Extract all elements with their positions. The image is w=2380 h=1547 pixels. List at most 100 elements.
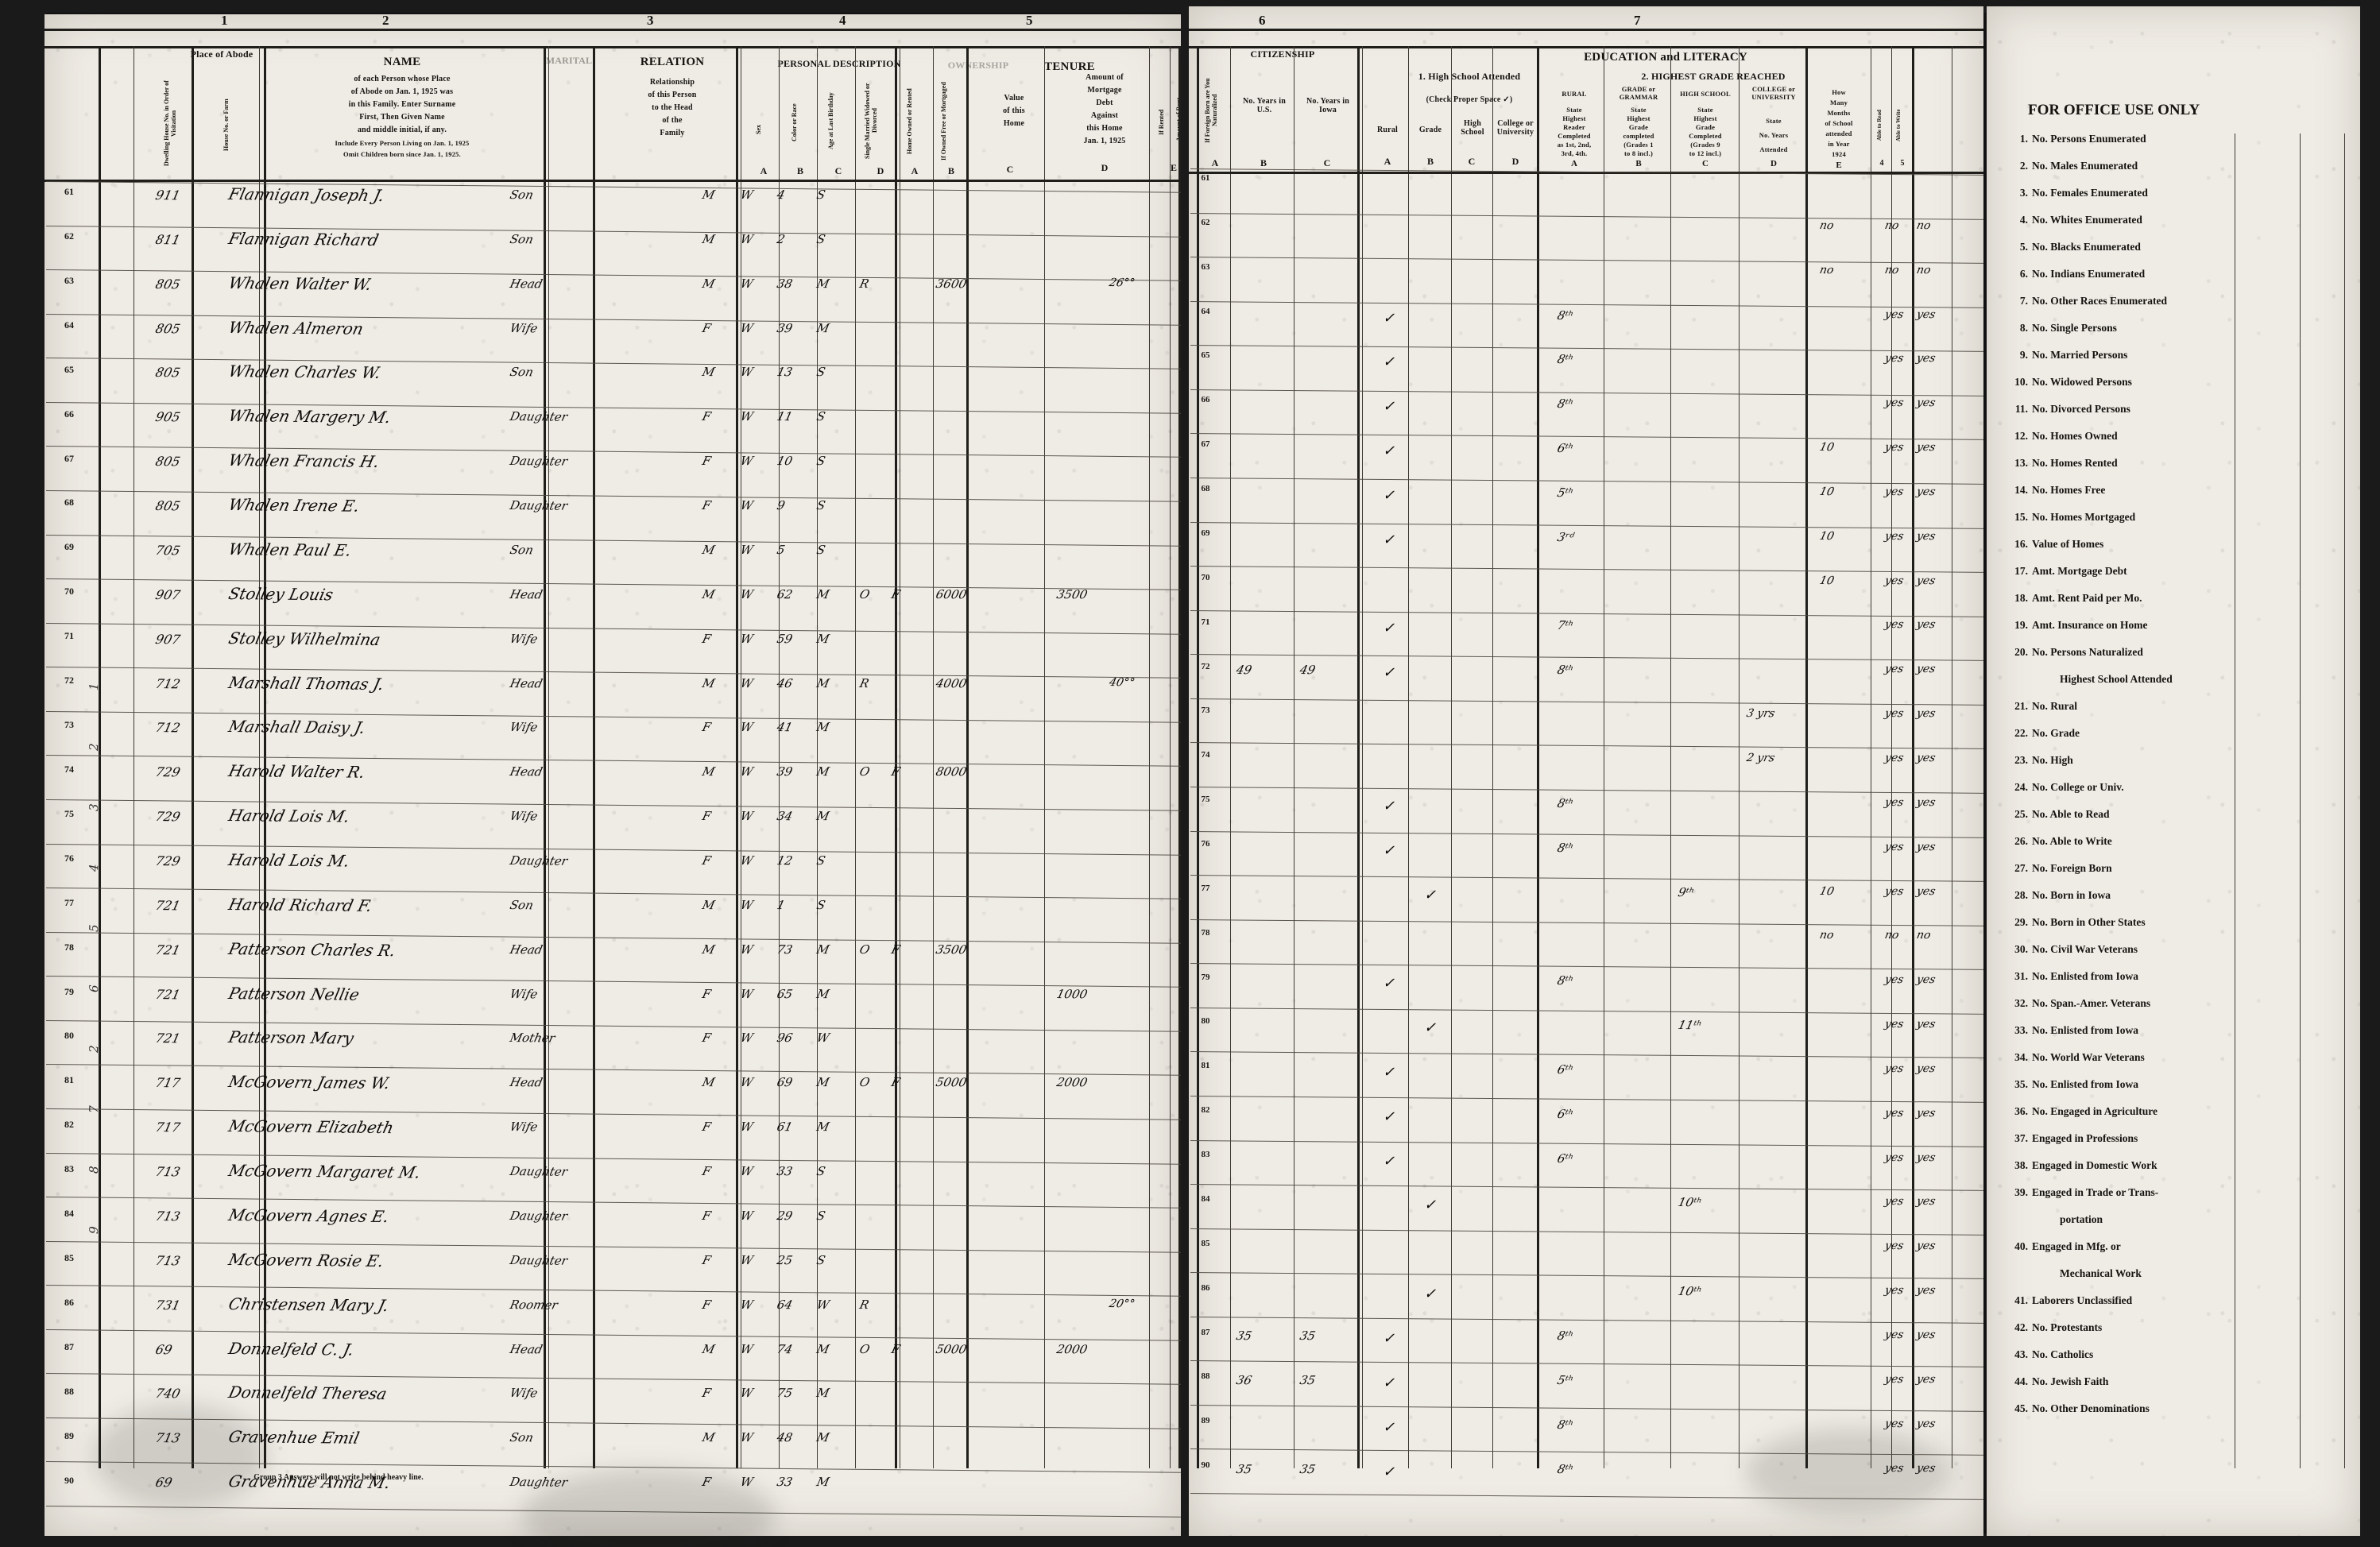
cell-value-of-home: 5000 bbox=[934, 1075, 969, 1090]
checkmark-icon: ✓ bbox=[1382, 1152, 1395, 1170]
checkmark-icon: ✓ bbox=[1382, 975, 1395, 992]
checkmark-icon: ✓ bbox=[1382, 1108, 1395, 1125]
row-number-right: 87 bbox=[1201, 1327, 1210, 1337]
header-name: NAME bbox=[383, 56, 421, 68]
cell-house-number: 907 bbox=[153, 631, 182, 647]
months-l4: of School bbox=[1825, 119, 1853, 127]
office-item-label: No. Enlisted from Iowa bbox=[2032, 1078, 2139, 1090]
office-use-item: 17. Amt. Mortgage Debt bbox=[2007, 565, 2127, 577]
hs-l6: to 12 incl.) bbox=[1689, 149, 1722, 157]
column-number-6: 6 bbox=[1259, 13, 1266, 28]
cell-months-attended: no bbox=[1818, 929, 1836, 942]
cell-able-to-write: yes bbox=[1915, 1328, 1937, 1342]
cell-relation: Daughter bbox=[508, 853, 569, 868]
margin-scribble: 2 bbox=[87, 743, 102, 752]
office-item-label: No. Persons Enumerated bbox=[2032, 133, 2146, 145]
college-l1: State bbox=[1766, 117, 1782, 125]
office-item-number: 32. bbox=[2014, 997, 2028, 1009]
row-number-right: 61 bbox=[1201, 173, 1210, 183]
cell-house-number: 805 bbox=[153, 454, 182, 470]
cell-house-number: 69 bbox=[153, 1341, 174, 1357]
row-number-right: 67 bbox=[1201, 439, 1210, 450]
office-use-item: 20. No. Persons Naturalized bbox=[2007, 646, 2143, 658]
cell-name: McGovern Rosie E. bbox=[226, 1249, 386, 1270]
cell-name: McGovern James W. bbox=[226, 1072, 393, 1093]
cell-house-number: 905 bbox=[153, 409, 182, 425]
cell-highest-grade: 8ᵗʰ bbox=[1556, 795, 1575, 810]
office-use-title: FOR OFFICE USE ONLY bbox=[2028, 102, 2200, 118]
months-l5: attended bbox=[1825, 130, 1852, 137]
office-item-label: No. Civil War Veterans bbox=[2032, 943, 2138, 955]
office-use-item: 5. No. Blacks Enumerated bbox=[2007, 241, 2141, 253]
cell-relation: Wife bbox=[508, 720, 540, 735]
office-use-item: portation bbox=[2060, 1213, 2103, 1225]
office-item-label: No. Blacks Enumerated bbox=[2032, 241, 2141, 253]
cell-house-number: 907 bbox=[153, 586, 182, 603]
checkmark-icon: ✓ bbox=[1423, 1286, 1437, 1303]
office-item-number: 25. bbox=[2014, 808, 2028, 820]
cell-age: 61 bbox=[775, 1120, 795, 1135]
header-relation-line-3: to the Head bbox=[652, 103, 693, 112]
office-use-panel: FOR OFFICE USE ONLY 1. No. Persons Enumer… bbox=[1987, 6, 2360, 1536]
cell-able-to-write: no bbox=[1915, 263, 1933, 277]
cell-highest-grade: 8ᵗʰ bbox=[1556, 973, 1575, 988]
cell-able-to-write: yes bbox=[1915, 1151, 1937, 1164]
grade-letter-d: D bbox=[1770, 159, 1777, 168]
tenure-letter-a: A bbox=[911, 165, 919, 176]
cell-value-of-home: 8000 bbox=[934, 764, 969, 779]
header-mortgage-debt-3: Debt bbox=[1096, 99, 1113, 107]
cell-house-number: 721 bbox=[153, 942, 182, 958]
cell-relation: Wife bbox=[508, 986, 540, 1001]
office-use-item: 4. No. Whites Enumerated bbox=[2007, 214, 2142, 226]
cell-months-attended: 10 bbox=[1818, 441, 1836, 454]
cell-relation: Daughter bbox=[508, 454, 569, 469]
cell-able-to-write: yes bbox=[1915, 973, 1937, 987]
office-item-label: Engaged in Professions bbox=[2032, 1132, 2138, 1144]
cell-house-number: 729 bbox=[153, 809, 182, 825]
header-relation-line-2: of this Person bbox=[648, 91, 697, 99]
cell-able-to-read: yes bbox=[1883, 352, 1906, 365]
row-number-left: 77 bbox=[64, 896, 74, 908]
office-item-label: No. Foreign Born bbox=[2032, 862, 2112, 874]
cell-able-to-write: yes bbox=[1915, 1372, 1937, 1386]
cell-able-to-read: yes bbox=[1883, 396, 1906, 410]
checkmark-icon: ✓ bbox=[1382, 1463, 1395, 1480]
office-item-number: 4. bbox=[2019, 214, 2028, 226]
office-item-label: Mechanical Work bbox=[2060, 1267, 2142, 1279]
cell-age: 10 bbox=[775, 454, 795, 469]
header-name-line-5: and middle initial, if any. bbox=[357, 126, 447, 134]
office-item-number: 2. bbox=[2019, 160, 2028, 172]
office-item-label: No. Enlisted from Iowa bbox=[2032, 970, 2139, 982]
office-item-number: 15. bbox=[2014, 511, 2028, 523]
column-number-4: 4 bbox=[839, 13, 846, 28]
header-mortgage-debt-6: Jan. 1, 1925 bbox=[1083, 137, 1126, 145]
margin-scribble: 6 bbox=[87, 984, 102, 993]
cell-name: Gravenhue Anna M. bbox=[226, 1472, 393, 1493]
cell-relation: Wife bbox=[508, 631, 540, 646]
grade-group-head-college: COLLEGE or UNIVERSITY bbox=[1751, 85, 1796, 101]
office-item-number: 7. bbox=[2019, 295, 2028, 307]
rural-l2: Highest bbox=[1562, 114, 1586, 122]
cell-able-to-read: yes bbox=[1883, 1240, 1906, 1253]
office-item-label: Engaged in Trade or Trans- bbox=[2032, 1186, 2159, 1198]
office-item-label: No. Single Persons bbox=[2032, 322, 2117, 334]
office-item-label: No. Homes Mortgaged bbox=[2032, 511, 2136, 523]
row-number-right: 75 bbox=[1201, 795, 1210, 805]
office-item-label: Highest School Attended bbox=[2060, 673, 2173, 685]
cell-name: McGovern Elizabeth bbox=[226, 1116, 396, 1138]
cell-highest-grade: 7ᵗʰ bbox=[1556, 618, 1575, 633]
cell-name: Whalen Walter W. bbox=[226, 273, 373, 294]
cell-house-number: 805 bbox=[153, 365, 182, 381]
cell-house-number: 721 bbox=[153, 986, 182, 1002]
office-use-item: 44. No. Jewish Faith bbox=[2007, 1375, 2108, 1387]
office-item-number: 1. bbox=[2019, 133, 2028, 145]
cell-highschool-grade: 11ᵗʰ bbox=[1677, 1018, 1704, 1033]
office-use-item: 8. No. Single Persons bbox=[2007, 322, 2117, 334]
office-use-item: 18. Amt. Rent Paid per Mo. bbox=[2007, 592, 2142, 604]
cell-relation: Head bbox=[508, 675, 544, 690]
cell-years-in-iowa: 35 bbox=[1298, 1461, 1318, 1476]
cell-insurance: 2000 bbox=[1055, 1341, 1089, 1356]
cell-able-to-read: yes bbox=[1883, 663, 1906, 676]
office-use-item: 23. No. High bbox=[2007, 754, 2073, 766]
office-use-item: 16. Value of Homes bbox=[2007, 538, 2103, 550]
